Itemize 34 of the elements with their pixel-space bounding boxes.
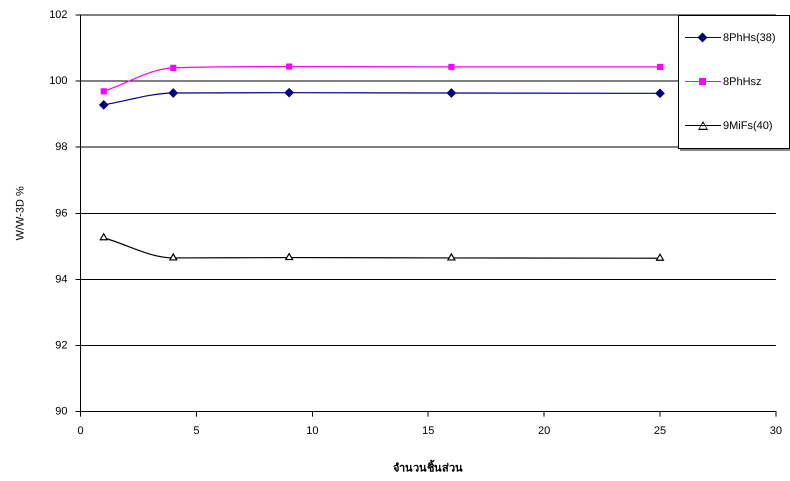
x-tick-label: 5 [193,425,200,438]
point [447,253,456,261]
point [656,64,664,70]
point [170,64,176,71]
point [99,100,108,110]
legend-label: 8PhHsz [723,76,762,88]
y-tick-label: 102 [49,9,68,22]
point [100,233,108,240]
point [285,252,294,260]
x-tick-label: 10 [306,425,318,438]
point [168,88,178,98]
point [448,64,454,70]
x-axis-title: จำนวนชิ้นส่วน [393,459,464,474]
point [169,253,178,261]
y-tick-label: 96 [55,207,68,220]
point [100,88,107,94]
y-tick-label: 100 [49,75,68,88]
x-tick-label: 15 [422,425,434,438]
y-axis-title: W/W-3D % [14,186,27,240]
x-tick-label: 20 [538,425,550,438]
point [284,88,294,98]
point [655,88,665,98]
x-tick-label: 30 [770,425,782,438]
y-tick-label: 98 [55,141,68,154]
point [656,254,664,261]
legend-label: 9MiFs(40) [723,120,773,132]
x-tick-label: 0 [77,425,84,438]
legend-label: 8PhHs(38) [723,32,776,44]
y-tick-label: 90 [55,406,68,418]
point [446,88,456,98]
x-tick-label: 25 [654,425,666,438]
y-tick-label: 94 [55,273,68,286]
y-tick-label: 92 [55,340,68,352]
point [286,63,292,70]
